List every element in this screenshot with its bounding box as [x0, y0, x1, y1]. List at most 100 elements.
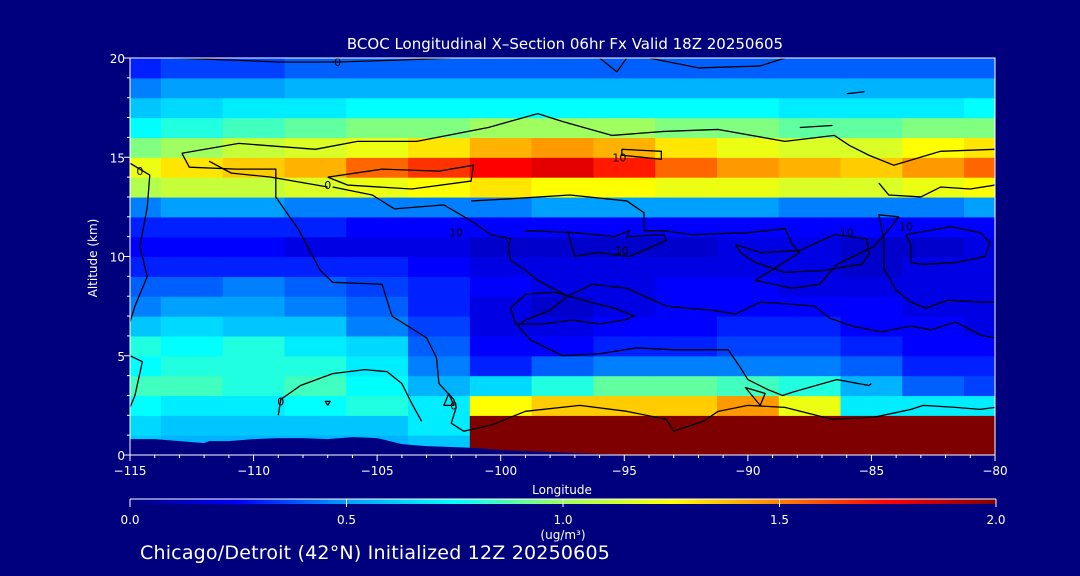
heatmap-cell — [469, 316, 533, 337]
heatmap-cell — [222, 276, 286, 297]
contour-label: 0 — [450, 399, 457, 412]
heatmap-cell — [964, 355, 995, 377]
heatmap-cell — [469, 375, 533, 397]
heatmap-cell — [130, 216, 162, 238]
heatmap-cell — [964, 256, 995, 277]
heatmap-cell — [284, 58, 347, 79]
heatmap-cell — [160, 335, 224, 357]
heatmap-cell — [655, 435, 718, 455]
y-tick-label: 10 — [110, 251, 125, 265]
heatmap-cell — [655, 117, 718, 138]
heatmap-cell — [716, 415, 780, 436]
heatmap-cell — [284, 256, 347, 277]
heatmap-cell — [716, 177, 780, 198]
heatmap-cell — [130, 236, 162, 258]
heatmap-cell — [840, 335, 903, 357]
heatmap-cell — [222, 117, 286, 138]
x-tick-label: −110 — [237, 464, 270, 478]
plot-area: 10 10 10 10 10 0 0 0 0 0 — [130, 58, 995, 455]
heatmap-cell — [593, 395, 656, 416]
contour-line — [690, 214, 995, 309]
heatmap-cell — [964, 435, 995, 455]
heatmap-cell — [902, 137, 965, 158]
heatmap-cell — [222, 177, 286, 198]
heatmap-cell — [284, 276, 347, 297]
contour-line — [181, 152, 464, 432]
heatmap-cell — [778, 236, 842, 258]
heatmap-cell — [160, 58, 224, 79]
heatmap-cell — [840, 296, 903, 317]
heatmap-cell — [346, 97, 409, 119]
y-axis: 0 5 10 15 20 — [110, 52, 130, 463]
heatmap-cell — [160, 236, 224, 258]
heatmap-cell — [593, 335, 656, 357]
heatmap-cell — [408, 137, 471, 158]
heatmap-cell — [408, 236, 471, 258]
contour-line — [567, 283, 995, 339]
heatmap-cell — [408, 157, 471, 178]
heatmap-cell — [346, 137, 409, 158]
heatmap-cell — [284, 395, 347, 416]
contour-line — [332, 186, 568, 297]
heatmap-cell — [840, 435, 903, 455]
heatmap-cell — [130, 395, 162, 416]
heatmap-cell — [531, 77, 594, 99]
contour-line — [463, 404, 995, 432]
heatmap-cell — [284, 335, 347, 357]
heatmap-cell — [469, 117, 533, 138]
heatmap-cell — [778, 137, 842, 158]
heatmap-cell — [840, 58, 903, 79]
heatmap-cell — [964, 137, 995, 158]
heatmap-cell — [469, 415, 533, 436]
heatmap-cell — [902, 196, 965, 218]
heatmap-cell — [593, 58, 656, 79]
heatmap-cell — [130, 256, 162, 277]
heatmap-cell — [160, 137, 224, 158]
heatmap-cell — [840, 157, 903, 178]
heatmap-cell — [222, 296, 286, 317]
heatmap-cell — [531, 97, 594, 119]
contour-line — [846, 91, 865, 95]
contour-line — [648, 58, 786, 69]
colorbar-tick-label: 0.0 — [120, 513, 139, 527]
heatmap-cell — [716, 97, 780, 119]
heatmap-cell — [346, 196, 409, 218]
heatmap-cell — [346, 395, 409, 416]
heatmap-cell — [130, 296, 162, 317]
heatmap-cell — [593, 415, 656, 436]
heatmap-cell — [160, 395, 224, 416]
heatmap-cell — [716, 435, 780, 455]
heatmap-cell — [130, 196, 162, 218]
heatmap-cell — [778, 296, 842, 317]
heatmap-cell — [840, 177, 903, 198]
heatmap-cell — [160, 415, 224, 436]
heatmap-cell — [964, 97, 995, 119]
heatmap-cell — [469, 177, 533, 198]
heatmap-cell — [284, 296, 347, 317]
heatmap-cell — [655, 58, 718, 79]
heatmap-cell — [408, 196, 471, 218]
heatmap-cell — [964, 58, 995, 79]
heatmap-cell — [346, 355, 409, 377]
contour-line — [525, 230, 667, 258]
heatmap-cell — [964, 316, 995, 337]
heatmap-cell — [284, 375, 347, 397]
contour-labels: 10 10 10 10 10 0 0 0 0 0 — [136, 58, 913, 412]
heatmap-cell — [655, 77, 718, 99]
heatmap-cell — [284, 157, 347, 178]
heatmap-cell — [655, 296, 718, 317]
heatmap-cell — [778, 58, 842, 79]
heatmap-cell — [469, 77, 533, 99]
colorbar-ticks: 0.0 0.5 1.0 1.5 2.0 — [120, 499, 1006, 527]
heatmap-cell — [716, 316, 780, 337]
x-tick-label: −80 — [982, 464, 1007, 478]
heatmap-cell — [964, 276, 995, 297]
heatmap-cell — [778, 435, 842, 455]
heatmap-cell — [964, 415, 995, 436]
heatmap-cell — [840, 375, 903, 397]
heatmap-cell — [778, 415, 842, 436]
heatmap-cell — [408, 375, 471, 397]
heatmap-cell — [778, 276, 842, 297]
heatmap-cell — [593, 137, 656, 158]
colorbar-tick-label: 0.5 — [337, 513, 356, 527]
